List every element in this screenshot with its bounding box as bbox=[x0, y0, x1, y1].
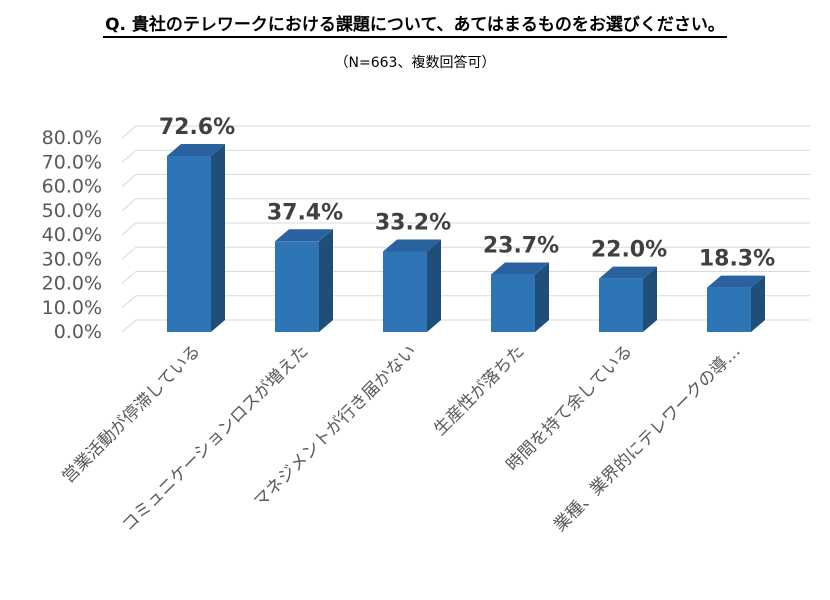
data-label: 22.0% bbox=[591, 238, 667, 263]
y-tick-label: 30.0% bbox=[42, 248, 102, 270]
question-title-text: Q. 貴社のテレワークにおける課題について、あてはまるものをお選びください。 bbox=[103, 15, 727, 38]
y-tick-label: 70.0% bbox=[42, 151, 102, 173]
bar-top bbox=[275, 229, 333, 242]
bar-side bbox=[319, 229, 333, 332]
gridline bbox=[121, 271, 810, 284]
gridline bbox=[121, 222, 810, 236]
data-label: 37.4% bbox=[267, 200, 343, 225]
gridline bbox=[121, 174, 810, 187]
bar-front bbox=[383, 251, 427, 332]
bar-top bbox=[383, 239, 441, 252]
bar-side bbox=[535, 262, 549, 332]
bar bbox=[491, 262, 549, 332]
y-tick-label: 20.0% bbox=[42, 273, 102, 295]
gridline bbox=[121, 125, 810, 139]
bar-top bbox=[707, 275, 765, 288]
gridline bbox=[121, 295, 810, 309]
bar-side bbox=[643, 266, 657, 332]
bar-front bbox=[491, 274, 535, 332]
data-label: 72.6% bbox=[159, 115, 235, 140]
bar-front bbox=[707, 287, 751, 332]
y-tick-label: 10.0% bbox=[42, 297, 102, 319]
y-tick-label: 50.0% bbox=[42, 200, 102, 222]
bar-front bbox=[167, 155, 211, 332]
sample-note: （N=663、複数回答可） bbox=[334, 55, 496, 71]
category-label: 業種、業界的にテレワークの導… bbox=[550, 341, 744, 535]
y-tick-label: 80.0% bbox=[42, 127, 102, 149]
bar-top bbox=[599, 266, 657, 279]
bar bbox=[383, 239, 441, 332]
bar-front bbox=[599, 278, 643, 332]
bar bbox=[599, 266, 657, 332]
data-label: 23.7% bbox=[483, 234, 559, 259]
y-axis-tick-labels: 0.0%10.0%20.0% 30.0%40.0%50.0%60.0% 70.0%8… bbox=[42, 127, 102, 343]
bar bbox=[707, 275, 765, 332]
bar-top bbox=[167, 143, 225, 156]
bar-front bbox=[275, 241, 319, 332]
category-label: 生産性が落ちた bbox=[430, 341, 528, 439]
gridline bbox=[121, 149, 810, 163]
category-label: コミュニケーションロスが増えた bbox=[118, 341, 312, 535]
gridline bbox=[121, 319, 810, 333]
bars bbox=[167, 143, 765, 332]
bar bbox=[275, 229, 333, 332]
y-tick-label: 60.0% bbox=[42, 176, 102, 198]
bar-side bbox=[427, 239, 441, 332]
y-tick-label: 40.0% bbox=[42, 224, 102, 246]
gridlines bbox=[121, 125, 810, 333]
bar-side bbox=[751, 275, 765, 332]
gridline bbox=[121, 198, 810, 212]
bar-top bbox=[491, 262, 549, 275]
question-title: Q. 貴社のテレワークにおける課題について、あてはまるものをお選びください。 bbox=[0, 10, 830, 38]
bar-side bbox=[211, 143, 225, 332]
x-axis-category-labels: 営業活動が停滞しているコミュニケーションロスが増えたマネジメントが行き届かない生… bbox=[59, 341, 745, 535]
data-label: 18.3% bbox=[699, 247, 775, 272]
gridline bbox=[121, 246, 810, 260]
data-labels: 72.6% 37.4% 33.2% 23.7% 22.0% 18.3% bbox=[159, 115, 775, 272]
data-label: 33.2% bbox=[375, 210, 451, 235]
y-tick-label: 0.0% bbox=[54, 321, 102, 343]
bar bbox=[167, 143, 225, 332]
